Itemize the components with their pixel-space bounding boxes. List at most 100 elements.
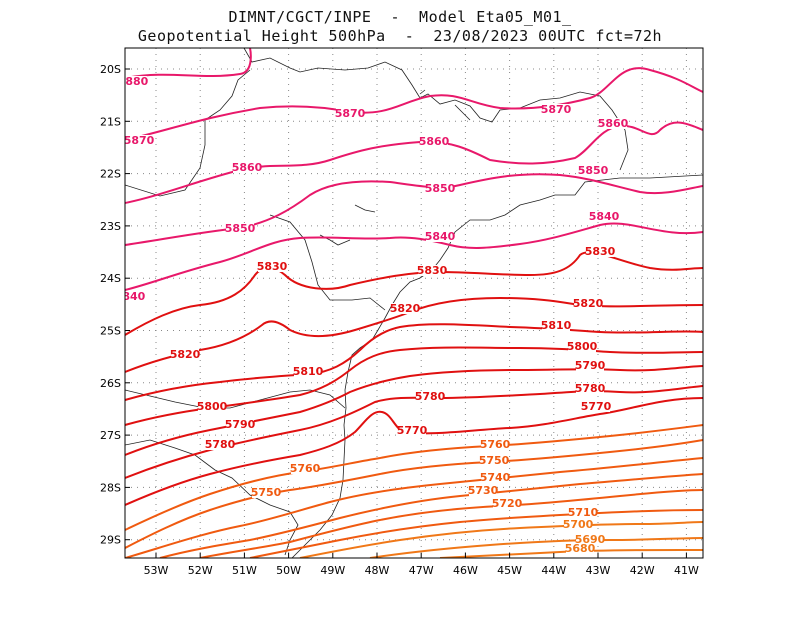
contour-label-5790: 5790: [225, 418, 256, 431]
contour-label-bg: [590, 211, 618, 222]
contour-label-5780: 5780: [205, 438, 236, 451]
contour-label-bg: [481, 472, 509, 483]
contour-label-bg: [206, 439, 234, 450]
tick-label-lat: 24S: [100, 272, 121, 285]
tick-label-lon: 41W: [674, 564, 699, 577]
tick-label-lat: 29S: [100, 534, 121, 547]
contour-label-bg: [125, 291, 144, 302]
contour-label-5850: 5850: [225, 222, 256, 235]
contour-label-5820: 5820: [170, 348, 201, 361]
contour-label-5680: 5680: [565, 542, 596, 555]
contour-label-bg: [226, 223, 254, 234]
contour-5730: [159, 473, 703, 558]
contour-label-5740: 5740: [480, 471, 511, 484]
contour-label-5870: 5870: [335, 107, 366, 120]
contour-label-5860: 5860: [419, 135, 450, 148]
coastline: [291, 174, 703, 558]
contour-label-bg: [579, 165, 607, 176]
contour-label-bg: [226, 419, 254, 430]
contour-5770: [125, 397, 703, 506]
contour-5880: [125, 48, 252, 79]
contour-label-bg: [426, 231, 454, 242]
contour-label-bg: [416, 391, 444, 402]
contour-label-bg: [582, 401, 610, 412]
contour-label-5850: 5850: [578, 164, 609, 177]
contour-label-bg: [198, 401, 226, 412]
contour-label-5840: 5840: [589, 210, 620, 223]
contour-label-5860: 5860: [232, 161, 263, 174]
contour-label-bg: [586, 246, 614, 257]
contour-label-bg: [574, 298, 602, 309]
contour-5750: [125, 439, 703, 549]
state-border-2: [125, 69, 251, 197]
contour-label-5760: 5760: [480, 438, 511, 451]
contour-label-5750: 5750: [251, 486, 282, 499]
contour-5700: [299, 521, 703, 558]
tick-label-lon: 52W: [188, 564, 213, 577]
tick-label-lon: 47W: [409, 564, 434, 577]
tick-label-lat: 28S: [100, 481, 121, 494]
contour-5800: [125, 346, 703, 426]
contour-5810: [125, 323, 703, 401]
state-border-3: [269, 214, 386, 311]
contour-label-bg: [391, 303, 419, 314]
contour-label-5840: 5840: [425, 230, 456, 243]
contour-label-5870: 5870: [124, 134, 155, 147]
contour-label-bg: [576, 360, 604, 371]
contour-5740: [125, 457, 703, 558]
contour-label-5810: 5810: [541, 319, 572, 332]
tick-label-lat: 25S: [100, 325, 121, 338]
contour-5760: [125, 424, 703, 531]
contour-label-5750: 5750: [479, 454, 510, 467]
contour-5680: [439, 549, 703, 558]
plot-frame: [124, 47, 704, 559]
title-line-2: Geopotential Height 500hPa - 23/08/2023 …: [137, 27, 663, 45]
contour-5790: [125, 365, 703, 456]
contour-label-bg: [171, 349, 199, 360]
contour-label-5880: 5880: [118, 75, 149, 88]
contour-label-5830: 5830: [257, 260, 288, 273]
contour-label-bg: [294, 366, 322, 377]
contour-5860: [125, 121, 703, 204]
tick-label-lon: 49W: [320, 564, 345, 577]
contour-label-bg: [418, 265, 446, 276]
tick-label-lon: 51W: [232, 564, 257, 577]
contour-label-bg: [542, 320, 570, 331]
tick-label-lon: 42W: [630, 564, 655, 577]
contour-label-5770: 5770: [397, 424, 428, 437]
contour-label-bg: [258, 261, 286, 272]
contour-5710: [249, 509, 703, 558]
contour-label-bg: [493, 498, 521, 509]
contour-label-5710: 5710: [568, 506, 599, 519]
tick-label-lon: 43W: [586, 564, 611, 577]
title-line-1: DIMNT/CGCT/INPE - Model Eta05_M01_: [228, 8, 572, 26]
contour-label-bg: [599, 118, 627, 129]
contour-label-5840: 5840: [115, 290, 146, 303]
contour-label-5860: 5860: [598, 117, 629, 130]
contour-label-5730: 5730: [468, 484, 499, 497]
contour-label-5820: 5820: [573, 297, 604, 310]
tick-label-lat: 20S: [100, 63, 121, 76]
tick-label-lat: 23S: [100, 220, 121, 233]
tick-label-lon: 44W: [541, 564, 566, 577]
tick-label-lon: 46W: [453, 564, 478, 577]
contour-label-5780: 5780: [415, 390, 446, 403]
state-border-1: [243, 48, 629, 171]
tick-label-lon: 48W: [365, 564, 390, 577]
contour-label-bg: [480, 455, 508, 466]
contour-label-bg: [426, 183, 454, 194]
contour-label-bg: [566, 543, 594, 554]
contour-label-bg: [576, 534, 604, 545]
contour-label-bg: [568, 341, 596, 352]
tick-label-lon: 50W: [276, 564, 301, 577]
contour-label-5830: 5830: [585, 245, 616, 258]
contour-label-bg: [336, 108, 364, 119]
contour-label-bg: [420, 136, 448, 147]
tick-label-lat: 22S: [100, 168, 121, 181]
contour-label-5800: 5800: [197, 400, 228, 413]
contour-label-5780: 5780: [575, 382, 606, 395]
contour-label-bg: [125, 76, 147, 87]
contour-label-5850: 5850: [425, 182, 456, 195]
contour-label-5820: 5820: [390, 302, 421, 315]
